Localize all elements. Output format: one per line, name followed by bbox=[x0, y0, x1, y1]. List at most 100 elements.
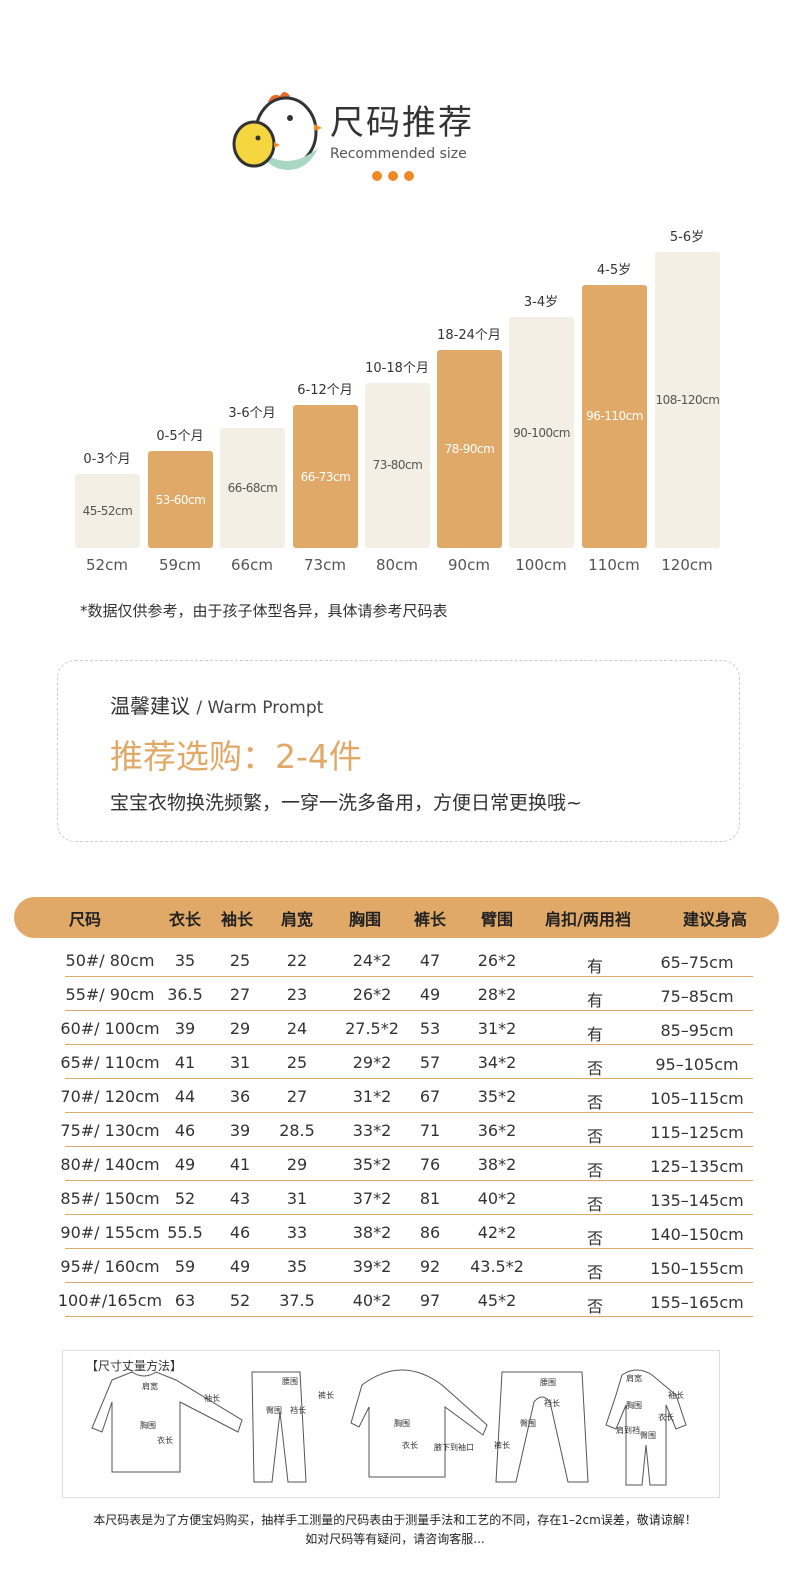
table-cell: 47 bbox=[419, 951, 441, 970]
table-cell: 46 bbox=[174, 1121, 196, 1140]
size-bar-age: 3-4岁 bbox=[523, 295, 559, 311]
romper-illustration bbox=[605, 1369, 687, 1486]
table-cell: 26*2 bbox=[352, 985, 392, 1004]
table-cell: 37.5 bbox=[279, 1291, 315, 1310]
size-bar-age: 18-24个月 bbox=[437, 327, 501, 343]
size-bar-range: 78-90cm bbox=[444, 441, 495, 456]
table-cell: 22 bbox=[286, 951, 308, 970]
measure-label: 臀围 bbox=[520, 1419, 536, 1428]
prompt-desc: 宝宝衣物换洗频繁，一穿一洗多备用，方便日常更换哦~ bbox=[110, 792, 582, 814]
table-cell: 155–165cm bbox=[650, 1293, 744, 1312]
table-cell: 29 bbox=[286, 1155, 308, 1174]
size-bar-age: 4-5岁 bbox=[596, 262, 632, 278]
table-cell: 有 bbox=[586, 991, 604, 1010]
size-bar: 66-68cm bbox=[220, 428, 285, 548]
size-bar-range: 108-120cm bbox=[655, 393, 720, 407]
table-cell: 100#/165cm bbox=[57, 1291, 163, 1310]
measure-label: 腰围 bbox=[282, 1377, 298, 1386]
size-bar: 45-52cm bbox=[75, 474, 140, 548]
size-bar-age: 0-5个月 bbox=[156, 429, 204, 445]
measure-label: 裤长 bbox=[494, 1441, 510, 1450]
table-cell: 41 bbox=[229, 1155, 251, 1174]
table-cell: 50#/ 80cm bbox=[65, 951, 155, 970]
size-bar-label: 90cm bbox=[448, 556, 490, 574]
measure-label: 袖长 bbox=[204, 1394, 220, 1403]
size-bar-age: 6-12个月 bbox=[297, 383, 353, 399]
size-bar-age: 3-6个月 bbox=[228, 406, 276, 422]
prompt-title: 温馨建议 / Warm Prompt bbox=[110, 690, 323, 719]
table-row bbox=[65, 1147, 753, 1181]
table-cell: 28*2 bbox=[477, 985, 517, 1004]
measure-label: 胸围 bbox=[140, 1421, 156, 1430]
table-row bbox=[65, 1113, 753, 1147]
table-cell: 135–145cm bbox=[650, 1191, 744, 1210]
table-cell: 35*2 bbox=[477, 1087, 517, 1106]
size-bar-label: 80cm bbox=[376, 556, 418, 574]
table-cell: 140–150cm bbox=[650, 1225, 744, 1244]
table-cell: 35 bbox=[174, 951, 196, 970]
table-cell: 26*2 bbox=[477, 951, 517, 970]
table-cell: 150–155cm bbox=[650, 1259, 744, 1278]
size-bar-age: 5-6岁 bbox=[669, 230, 705, 245]
table-row bbox=[65, 1011, 753, 1045]
table-header-cell: 建议身高 bbox=[682, 910, 748, 929]
table-cell: 59 bbox=[174, 1257, 196, 1276]
table-cell: 45*2 bbox=[477, 1291, 517, 1310]
table-cell: 33 bbox=[286, 1223, 308, 1242]
table-row bbox=[65, 1079, 753, 1113]
table-cell: 27.5*2 bbox=[345, 1019, 399, 1038]
table-cell: 27 bbox=[229, 985, 251, 1004]
table-cell: 36.5 bbox=[167, 985, 203, 1004]
size-bar-range: 96-110cm bbox=[586, 409, 643, 424]
footer-disclaimer: 本尺码表是为了方便宝妈购买，抽样手工测量的尺码表由于测量手法和工艺的不同，存在1… bbox=[93, 1513, 697, 1527]
measure-label: 肩宽 bbox=[626, 1374, 642, 1383]
size-bar-label: 66cm bbox=[231, 556, 273, 574]
table-cell: 33*2 bbox=[352, 1121, 392, 1140]
table-cell: 90#/ 155cm bbox=[60, 1223, 160, 1242]
table-cell: 53 bbox=[419, 1019, 441, 1038]
measure-label: 衣长 bbox=[402, 1441, 418, 1450]
table-cell: 65#/ 110cm bbox=[60, 1053, 160, 1072]
table-cell: 25 bbox=[286, 1053, 308, 1072]
measure-label: 袖长 bbox=[668, 1391, 684, 1400]
size-bar: 90-100cm bbox=[509, 317, 574, 548]
table-cell: 67 bbox=[419, 1087, 441, 1106]
table-cell: 76 bbox=[419, 1155, 441, 1174]
table-cell: 49 bbox=[174, 1155, 196, 1174]
table-cell: 49 bbox=[229, 1257, 251, 1276]
table-cell: 92 bbox=[419, 1257, 441, 1276]
size-bar: 66-73cm bbox=[293, 405, 358, 548]
table-cell: 有 bbox=[586, 957, 604, 976]
size-bar-range: 90-100cm bbox=[513, 425, 570, 440]
table-cell: 97 bbox=[419, 1291, 441, 1310]
table-cell: 75#/ 130cm bbox=[60, 1121, 160, 1140]
table-cell: 28.5 bbox=[279, 1121, 315, 1140]
table-cell: 否 bbox=[586, 1297, 604, 1316]
decor-dot bbox=[372, 171, 382, 181]
open-crotch-pants-illustration bbox=[495, 1371, 589, 1483]
table-cell: 95#/ 160cm bbox=[60, 1257, 160, 1276]
table-cell: 86 bbox=[419, 1223, 441, 1242]
table-row bbox=[65, 1215, 753, 1249]
decor-dot bbox=[404, 171, 414, 181]
measure-label: 裆长 bbox=[290, 1406, 306, 1415]
table-cell: 27 bbox=[286, 1087, 308, 1106]
table-row bbox=[65, 1181, 753, 1215]
table-cell: 81 bbox=[419, 1189, 441, 1208]
measure-guide-title: 【尺寸丈量方法】 bbox=[86, 1359, 183, 1373]
table-cell: 80#/ 140cm bbox=[60, 1155, 160, 1174]
table-cell: 否 bbox=[586, 1127, 604, 1146]
table-header-cell: 臂围 bbox=[480, 910, 514, 929]
table-cell: 52 bbox=[229, 1291, 251, 1310]
measure-label: 肩宽 bbox=[142, 1382, 158, 1391]
table-cell: 65–75cm bbox=[660, 953, 734, 972]
table-cell: 31*2 bbox=[352, 1087, 392, 1106]
size-bar-range: 53-60cm bbox=[155, 492, 206, 507]
table-cell: 否 bbox=[586, 1195, 604, 1214]
size-bar-range: 73-80cm bbox=[372, 458, 423, 473]
prompt-recommend: 推荐选购：2-4件 bbox=[110, 737, 362, 776]
size-bar-label: 59cm bbox=[159, 556, 201, 574]
footer-contact: 如对尺码等有疑问，请咨询客服... bbox=[305, 1532, 485, 1546]
table-header-cell: 衣长 bbox=[168, 910, 202, 929]
table-cell: 31 bbox=[229, 1053, 251, 1072]
